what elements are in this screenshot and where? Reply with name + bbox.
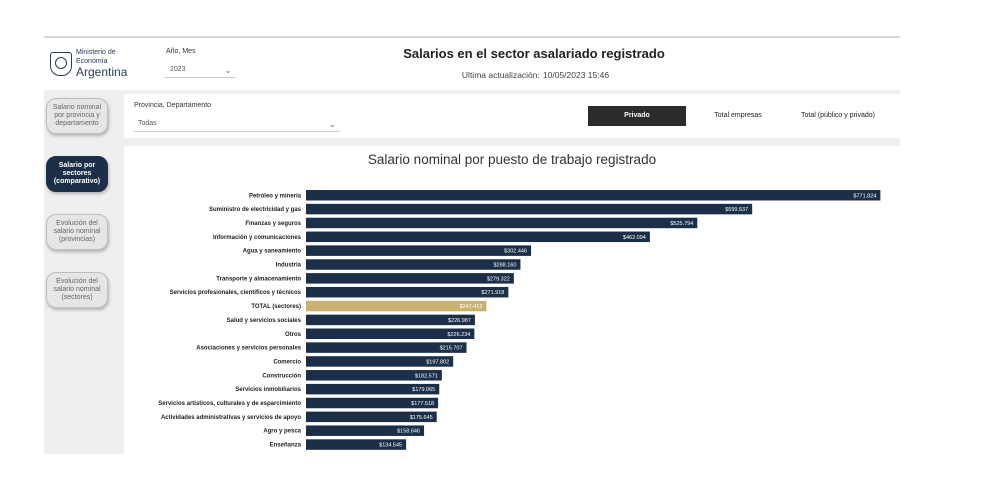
bar-9[interactable] — [306, 314, 475, 326]
value-label: $177.518 — [411, 401, 434, 407]
bar-10[interactable] — [306, 328, 475, 340]
value-label: $175.645 — [410, 415, 433, 421]
bar-15[interactable] — [306, 397, 439, 409]
value-label: $271.918 — [481, 290, 504, 296]
value-label: $226.234 — [447, 332, 470, 338]
nav-evolucion-sectores-button[interactable]: Evolución del salario nominal (sectores) — [46, 272, 108, 308]
segment-privado-button[interactable]: Privado — [588, 106, 686, 126]
bar-0[interactable] — [306, 190, 881, 201]
logo-line-2: Economía — [76, 58, 108, 65]
value-label: $242.412 — [459, 304, 482, 310]
value-label: $771.824 — [853, 193, 876, 199]
category-label: Suministro de electricidad y gas — [209, 207, 302, 213]
bar-4[interactable] — [306, 245, 532, 256]
province-filter-label: Provincia, Departamento — [134, 102, 212, 109]
category-label: Salud y servicios sociales — [227, 318, 302, 324]
bar-18[interactable] — [306, 439, 407, 450]
value-label: $179.065 — [412, 387, 435, 393]
ministry-logo: Ministerio de Economía Argentina — [50, 48, 127, 79]
category-label: Finanzas y seguros — [245, 221, 301, 227]
year-filter-label: Año, Mes — [166, 48, 196, 55]
value-label: $197.802 — [426, 359, 449, 365]
bar-11[interactable] — [306, 342, 467, 353]
value-label: $134.545 — [379, 443, 402, 449]
category-label: Asociaciones y servicios personales — [196, 346, 301, 352]
category-label: Servicios inmobiliarios — [235, 387, 301, 393]
page-title: Salarios en el sector asalariado registr… — [403, 46, 665, 61]
last-update-label: Ultima actualización: — [461, 70, 540, 80]
value-label: $182.571 — [415, 373, 438, 379]
nav-evolucion-provincias-button[interactable]: Evolución del salario nominal (provincia… — [46, 214, 108, 250]
year-select-value: 2023 — [170, 66, 186, 73]
category-label: Información y comunicaciones — [213, 235, 302, 241]
chevron-down-icon: ⌄ — [224, 65, 232, 75]
value-label: $462.094 — [623, 235, 646, 241]
last-update: Ultima actualización: 10/05/2023 15:46 — [344, 70, 724, 80]
header-bar: Ministerio de Economía Argentina Año, Me… — [44, 36, 900, 90]
province-select[interactable]: Todas ⌄ — [134, 116, 340, 132]
chart-title: Salario nominal por puesto de trabajo re… — [367, 152, 657, 167]
value-label: $158.646 — [397, 429, 420, 435]
category-label: Agro y pesca — [263, 429, 301, 435]
bar-2[interactable] — [306, 217, 698, 229]
category-label: Servicios artísticos, culturales y de es… — [158, 401, 301, 407]
nav-salario-provincia-button[interactable]: Salario nominal por provincia y departam… — [46, 98, 108, 134]
chevron-down-icon: ⌄ — [328, 119, 336, 129]
category-label: Comercio — [273, 359, 301, 365]
category-label: Otros — [285, 332, 302, 338]
segment-total-empresas-button[interactable]: Total empresas — [714, 112, 762, 119]
year-select[interactable]: 2023 ⌄ — [164, 62, 236, 78]
value-label: $279.322 — [487, 276, 510, 282]
value-label: $525.794 — [670, 221, 693, 227]
bar-7[interactable] — [306, 286, 509, 298]
value-label: $226.987 — [448, 318, 471, 324]
salary-bar-chart: Petróleo y minería $771.824 Suministro de … — [158, 190, 881, 450]
logo-line-3: Argentina — [76, 65, 128, 79]
bar-8[interactable] — [306, 300, 487, 312]
value-label: $215.707 — [440, 346, 463, 352]
category-label: Construcción — [262, 373, 301, 379]
category-label: Industria — [276, 263, 302, 269]
category-label: Transporte y almacenamiento — [216, 276, 301, 282]
category-label: TOTAL (sectores) — [251, 304, 301, 310]
bar-14[interactable] — [306, 383, 440, 395]
bar-1[interactable] — [306, 203, 753, 215]
value-label: $599.537 — [725, 207, 748, 213]
coat-of-arms-icon — [50, 51, 72, 76]
category-label: Actividades administrativas y servicios … — [161, 415, 301, 421]
bar-16[interactable] — [306, 411, 437, 423]
category-label: Petróleo y minería — [249, 193, 302, 199]
bar-3[interactable] — [306, 231, 650, 243]
province-select-value: Todas — [138, 120, 157, 127]
category-label: Enseñanza — [270, 443, 302, 449]
bar-12[interactable] — [306, 356, 454, 367]
nav-salario-sectores-button[interactable]: Salario por sectores (comparativo) — [46, 156, 108, 192]
filter-panel: Provincia, Departamento Todas ⌄ Privado … — [124, 94, 900, 138]
logo-line-1: Ministerio de — [76, 49, 116, 56]
last-update-value: 10/05/2023 15:46 — [542, 70, 610, 80]
bar-6[interactable] — [306, 273, 514, 284]
bar-17[interactable] — [306, 425, 425, 436]
category-label: Servicios profesionales, científicos y t… — [170, 290, 302, 296]
segment-total-publico-privado-button[interactable]: Total (público y privado) — [801, 112, 875, 119]
value-label: $302.446 — [504, 249, 527, 255]
bar-5[interactable] — [306, 259, 521, 270]
category-label: Agua y saneamiento — [243, 249, 302, 255]
bar-13[interactable] — [306, 370, 442, 381]
value-label: $288.160 — [493, 263, 516, 269]
